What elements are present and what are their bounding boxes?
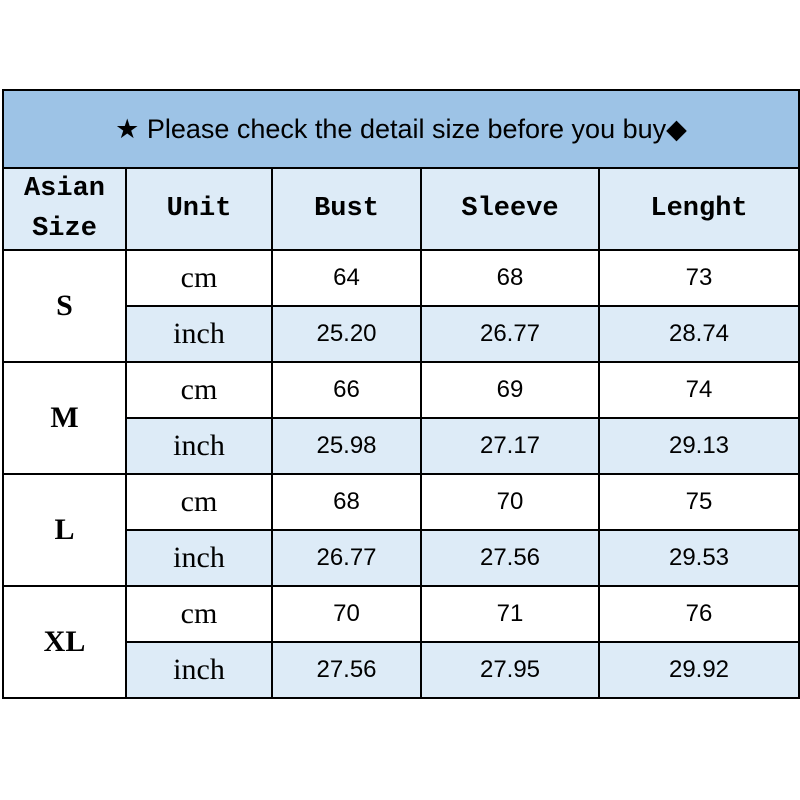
title-text: Please check the detail size before you …: [146, 113, 667, 144]
size-chart-table: ★ Please check the detail size before yo…: [2, 89, 800, 699]
unit-cell: cm: [125, 361, 273, 419]
unit-cell: cm: [125, 249, 273, 307]
sleeve-cell: 27.56: [420, 529, 600, 587]
sleeve-cell: 27.95: [420, 641, 600, 699]
bust-cell: 68: [271, 473, 422, 531]
bust-cell: 66: [271, 361, 422, 419]
sleeve-cell: 71: [420, 585, 600, 643]
unit-cell: cm: [125, 585, 273, 643]
sleeve-cell: 68: [420, 249, 600, 307]
table-row: XL cm 70 71 76: [2, 585, 800, 699]
title-banner: ★ Please check the detail size before yo…: [2, 89, 800, 169]
bust-cell: 27.56: [271, 641, 422, 699]
diamond-icon: ◆: [666, 113, 687, 144]
header-length: Lenght: [598, 167, 800, 251]
bust-cell: 25.20: [271, 305, 422, 363]
sleeve-cell: 27.17: [420, 417, 600, 475]
size-label: M: [2, 361, 127, 475]
bust-cell: 70: [271, 585, 422, 643]
sleeve-cell: 70: [420, 473, 600, 531]
table-row: inch 25.98 27.17 29.13: [3, 417, 800, 475]
header-asian-size: Asian Size: [2, 167, 127, 251]
star-icon: ★: [115, 113, 140, 144]
header-bust: Bust: [271, 167, 422, 251]
table-row: inch 27.56 27.95 29.92: [3, 641, 800, 699]
length-cell: 76: [598, 585, 800, 643]
table-row: inch 26.77 27.56 29.53: [3, 529, 800, 587]
sleeve-cell: 69: [420, 361, 600, 419]
length-cell: 74: [598, 361, 800, 419]
length-cell: 75: [598, 473, 800, 531]
length-cell: 29.53: [598, 529, 800, 587]
bust-cell: 26.77: [271, 529, 422, 587]
length-cell: 73: [598, 249, 800, 307]
length-cell: 28.74: [598, 305, 800, 363]
sleeve-cell: 26.77: [420, 305, 600, 363]
unit-cell: inch: [125, 417, 273, 475]
length-cell: 29.92: [598, 641, 800, 699]
header-unit: Unit: [125, 167, 273, 251]
size-label: L: [2, 473, 127, 587]
size-label: XL: [2, 585, 127, 699]
table-row: inch 25.20 26.77 28.74: [3, 305, 800, 363]
size-label: S: [2, 249, 127, 363]
unit-cell: inch: [125, 641, 273, 699]
unit-cell: inch: [125, 305, 273, 363]
unit-cell: cm: [125, 473, 273, 531]
unit-cell: inch: [125, 529, 273, 587]
length-cell: 29.13: [598, 417, 800, 475]
header-sleeve: Sleeve: [420, 167, 600, 251]
bust-cell: 64: [271, 249, 422, 307]
bust-cell: 25.98: [271, 417, 422, 475]
